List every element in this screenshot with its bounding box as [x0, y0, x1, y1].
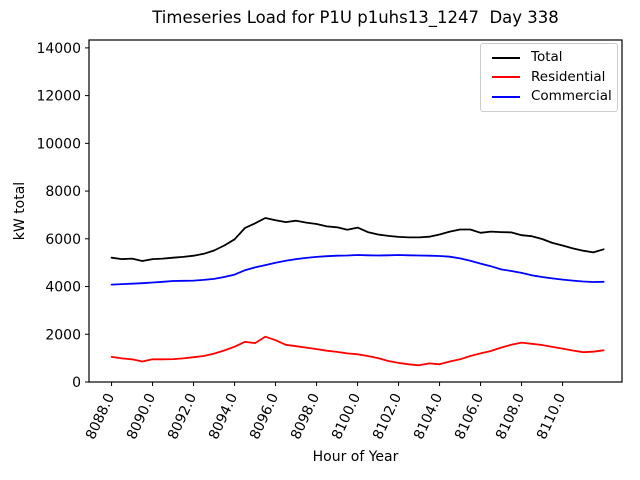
y-tick-label: 2000 — [45, 327, 81, 343]
plot-frame — [88, 39, 623, 383]
legend-label: Total — [531, 49, 563, 66]
x-tick-label: 8094.0 — [206, 391, 241, 442]
legend-entry-total: Total — [492, 51, 609, 65]
legend-line-sample-commercial — [492, 96, 520, 99]
y-tick-label: 6000 — [45, 232, 81, 248]
series-line-commercial — [110, 254, 605, 286]
legend-label: Commercial — [531, 88, 612, 105]
series-line-total — [110, 217, 605, 262]
y-tick-label: 12000 — [36, 89, 81, 105]
x-tick-label: 8106.0 — [452, 391, 487, 442]
legend-label: Residential — [531, 68, 606, 85]
x-axis-label: Hour of Year — [312, 449, 399, 465]
y-axis-label: kW total — [12, 181, 28, 241]
chart-title: Timeseries Load for P1U p1uhs13_1247 Day… — [152, 8, 559, 27]
legend: Total Residential Commercial — [480, 43, 618, 112]
x-tick-label: 8092.0 — [165, 391, 200, 442]
legend-entry-residential: Residential — [492, 68, 609, 85]
x-tick-label: 8096.0 — [247, 391, 282, 442]
x-tick-label: 8090.0 — [124, 391, 159, 442]
x-tick-label: 8102.0 — [370, 391, 405, 442]
x-tick-label: 8098.0 — [288, 391, 323, 442]
x-tick-label: 8110.0 — [534, 391, 569, 442]
y-tick-label: 10000 — [36, 136, 81, 152]
x-tick-label: 8108.0 — [493, 391, 528, 442]
y-tick-label: 4000 — [45, 280, 81, 296]
x-tick-label: 8088.0 — [83, 391, 118, 442]
y-tick-label: 8000 — [45, 184, 81, 200]
series-line-residential — [110, 335, 605, 367]
legend-line-sample-total — [492, 56, 520, 59]
x-tick-label: 8100.0 — [329, 391, 364, 442]
y-tick-label: 0 — [72, 375, 81, 391]
x-tick-label: 8104.0 — [411, 391, 446, 442]
legend-line-sample-residential — [492, 76, 520, 79]
legend-entry-commercial: Commercial — [492, 88, 612, 105]
y-tick-label: 14000 — [36, 41, 81, 57]
